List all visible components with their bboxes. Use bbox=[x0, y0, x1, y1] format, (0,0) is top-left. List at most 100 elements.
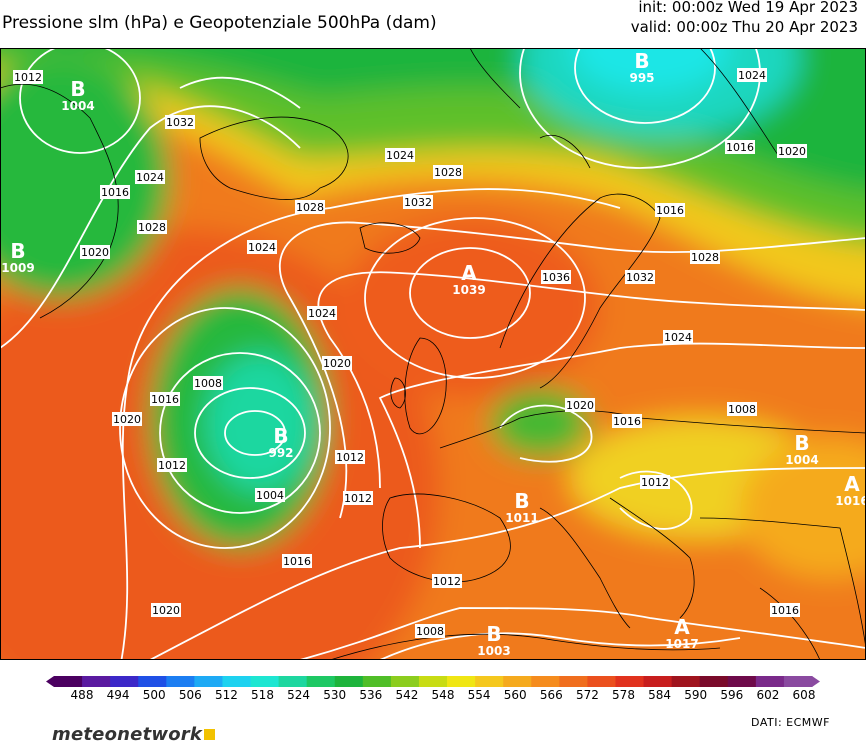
colorbar-tick-label: 536 bbox=[359, 688, 383, 702]
colorbar-swatch bbox=[699, 676, 729, 687]
svg-text:1032: 1032 bbox=[626, 271, 654, 284]
colorbar-tick-label: 530 bbox=[323, 688, 347, 702]
colorbar-swatch bbox=[418, 676, 448, 687]
colorbar-tick-label: 566 bbox=[539, 688, 563, 702]
svg-text:1016: 1016 bbox=[283, 555, 311, 568]
svg-text:1028: 1028 bbox=[138, 221, 166, 234]
svg-text:992: 992 bbox=[268, 446, 293, 460]
svg-text:1012: 1012 bbox=[433, 575, 461, 588]
svg-text:1039: 1039 bbox=[452, 283, 485, 297]
colorbar-swatch bbox=[362, 676, 392, 687]
colorbar-max-arrow bbox=[812, 676, 820, 687]
svg-text:B: B bbox=[273, 424, 288, 448]
svg-text:1028: 1028 bbox=[434, 166, 462, 179]
colorbar-swatch bbox=[531, 676, 560, 687]
colorbar-swatch bbox=[278, 676, 308, 687]
colorbar-tick-label: 548 bbox=[431, 688, 455, 702]
colorbar-swatch bbox=[138, 676, 167, 687]
colorbar-swatch bbox=[727, 676, 757, 687]
svg-text:1004: 1004 bbox=[61, 99, 94, 113]
isobar-label: 1004 bbox=[255, 488, 285, 502]
colorbar-swatch bbox=[559, 676, 588, 687]
isobar-label: 1020 bbox=[151, 603, 181, 617]
isobar-label: 1012 bbox=[13, 70, 43, 84]
colorbar-tick-label: 584 bbox=[648, 688, 672, 702]
colorbar-swatch bbox=[503, 676, 532, 687]
svg-text:1004: 1004 bbox=[256, 489, 284, 502]
colorbar-swatch bbox=[194, 676, 223, 687]
isobar-label: 1028 bbox=[433, 165, 463, 179]
svg-text:B: B bbox=[634, 49, 649, 73]
svg-text:1020: 1020 bbox=[152, 604, 180, 617]
isobar-label: 1024 bbox=[737, 68, 767, 82]
isobar-label: 1028 bbox=[137, 220, 167, 234]
colorbar-swatch bbox=[166, 676, 195, 687]
svg-text:1024: 1024 bbox=[136, 171, 164, 184]
colorbar-tick-label: 512 bbox=[214, 688, 238, 702]
isobar-label: 1020 bbox=[80, 245, 110, 259]
isobar-label: 1016 bbox=[282, 554, 312, 568]
isobar-label: 1020 bbox=[565, 398, 595, 412]
svg-text:1008: 1008 bbox=[194, 377, 222, 390]
colorbar-tick-label: 518 bbox=[251, 688, 274, 702]
chart-title: Pressione slm (hPa) e Geopotenziale 500h… bbox=[2, 13, 437, 33]
svg-text:1028: 1028 bbox=[296, 201, 324, 214]
colorbar-tick-label: 488 bbox=[70, 688, 94, 702]
colorbar-tick-label: 506 bbox=[178, 688, 202, 702]
svg-text:1024: 1024 bbox=[738, 69, 766, 82]
isobar-label: 1032 bbox=[625, 270, 655, 284]
svg-text:1012: 1012 bbox=[336, 451, 364, 464]
colorbar-tick-label: 500 bbox=[142, 688, 166, 702]
isobar-label: 1028 bbox=[295, 200, 325, 214]
isobar-label: 1008 bbox=[415, 624, 445, 638]
svg-text:1016: 1016 bbox=[613, 415, 641, 428]
colorbar-swatch bbox=[671, 676, 701, 687]
svg-text:B: B bbox=[486, 622, 501, 646]
svg-text:1036: 1036 bbox=[542, 271, 570, 284]
svg-text:1008: 1008 bbox=[728, 403, 756, 416]
svg-text:1024: 1024 bbox=[664, 331, 692, 344]
svg-text:1016: 1016 bbox=[151, 393, 179, 406]
colorbar-swatch bbox=[643, 676, 673, 687]
isobar-label: 1012 bbox=[640, 475, 670, 489]
colorbar-tick-label: 542 bbox=[395, 688, 419, 702]
svg-text:1009: 1009 bbox=[1, 261, 34, 275]
logo-square-icon bbox=[204, 729, 216, 740]
svg-text:1004: 1004 bbox=[785, 453, 818, 467]
isobar-label: 1016 bbox=[150, 392, 180, 406]
colorbar-tick-label: 524 bbox=[287, 688, 311, 702]
weather-map: 1012 1032 1024 1016 1028 1020 1024 1028 … bbox=[0, 48, 866, 660]
colorbar-tick-label: 590 bbox=[684, 688, 708, 702]
svg-text:1028: 1028 bbox=[691, 251, 719, 264]
colorbar-swatch bbox=[390, 676, 420, 687]
geopotential-colorbar bbox=[46, 676, 820, 687]
isobar-label: 1016 bbox=[100, 185, 130, 199]
colorbar-swatch bbox=[475, 676, 504, 687]
svg-text:1016: 1016 bbox=[726, 141, 754, 154]
isobar-labels: 1012 1032 1024 1016 1028 1020 1024 1028 … bbox=[13, 68, 807, 638]
svg-text:B: B bbox=[514, 489, 529, 513]
colorbar-swatch bbox=[755, 676, 785, 687]
colorbar-swatch bbox=[334, 676, 364, 687]
svg-text:1016: 1016 bbox=[835, 494, 866, 508]
isobar-label: 1024 bbox=[663, 330, 693, 344]
svg-text:1020: 1020 bbox=[323, 357, 351, 370]
svg-text:1020: 1020 bbox=[566, 399, 594, 412]
isobar-label: 1024 bbox=[307, 306, 337, 320]
svg-text:1024: 1024 bbox=[248, 241, 276, 254]
colorbar-tick-label: 572 bbox=[575, 688, 599, 702]
svg-text:B: B bbox=[10, 239, 25, 263]
run-times: init: 00:00z Wed 19 Apr 2023 valid: 00:0… bbox=[631, 0, 858, 37]
svg-text:1020: 1020 bbox=[81, 246, 109, 259]
isobar-label: 1036 bbox=[541, 270, 571, 284]
coastlines bbox=[0, 48, 866, 660]
colorbar-swatch bbox=[222, 676, 252, 687]
colorbar-tick-label: 602 bbox=[756, 688, 780, 702]
